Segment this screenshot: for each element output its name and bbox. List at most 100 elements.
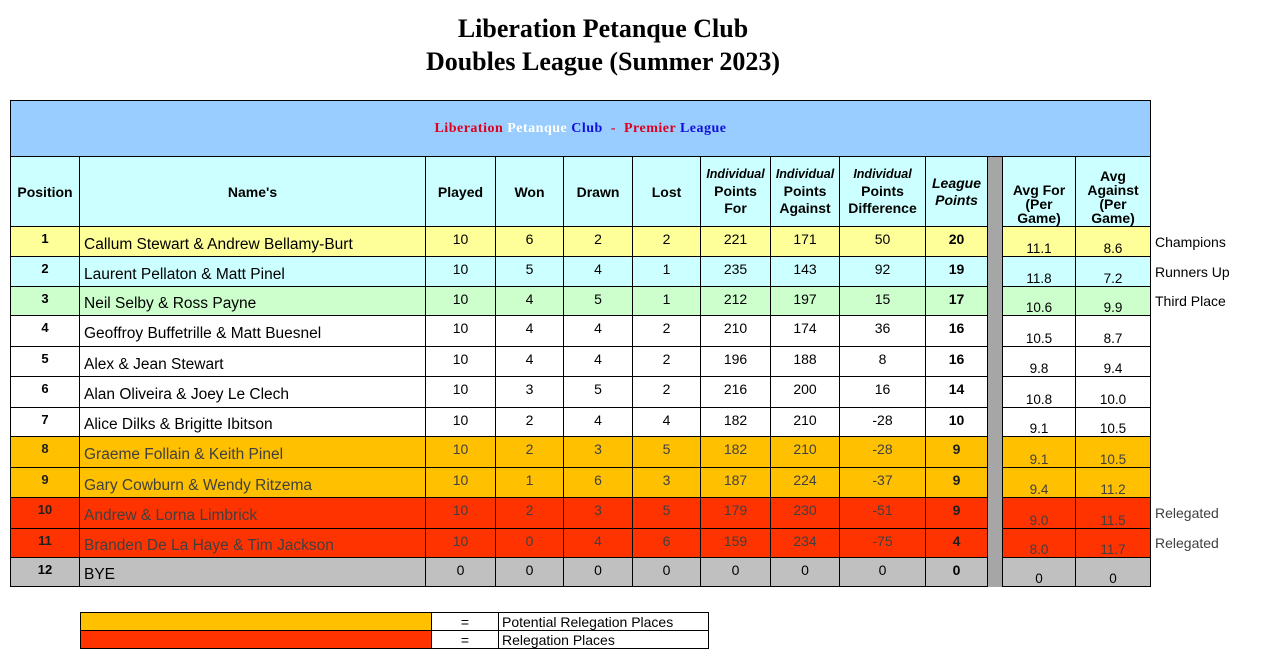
- status-note: [1150, 346, 1241, 377]
- drawn-cell: 4: [563, 346, 633, 377]
- league-points-cell: 20: [925, 226, 988, 257]
- separator-cell: [987, 557, 1003, 587]
- table-row: 4 Geoffroy Buffetrille & Matt Buesnel 10 4 4…: [10, 315, 1241, 347]
- league-points-cell: 0: [925, 557, 988, 587]
- points-against-cell: 188: [770, 346, 840, 377]
- header-points-against-bottom: Points Against: [779, 183, 831, 216]
- won-cell: 2: [495, 407, 564, 437]
- name-cell: Branden De La Haye & Tim Jackson: [79, 528, 426, 558]
- legend-row: = Relegation Places: [80, 630, 709, 649]
- league-points-cell: 19: [925, 256, 988, 287]
- status-note: [1150, 467, 1241, 498]
- header-lost: Lost: [632, 156, 701, 227]
- header-row: Position Name's Played Won Drawn Lost In…: [10, 156, 1241, 227]
- page-title-line-1: Liberation Petanque Club: [457, 14, 749, 43]
- played-cell: 10: [425, 497, 496, 529]
- position-cell: 10: [10, 497, 80, 529]
- points-difference-cell: 0: [839, 557, 926, 587]
- played-cell: 10: [425, 226, 496, 257]
- drawn-cell: 4: [563, 256, 633, 287]
- avg-against-cell: 8.6: [1075, 226, 1151, 257]
- header-league-points: League Points: [925, 156, 988, 227]
- name-cell: Geoffroy Buffetrille & Matt Buesnel: [79, 315, 426, 347]
- header-avg-for: Avg For (Per Game): [1002, 156, 1076, 227]
- table-row: 8 Graeme Follain & Keith Pinel 10 2 3 5 182 210…: [10, 436, 1241, 468]
- position-cell: 12: [10, 557, 80, 587]
- league-points-cell: 16: [925, 315, 988, 347]
- avg-for-cell: 9.4: [1002, 467, 1076, 498]
- avg-against-cell: 9.9: [1075, 286, 1151, 316]
- played-cell: 10: [425, 376, 496, 408]
- league-points-cell: 9: [925, 436, 988, 468]
- avg-for-cell: 9.0: [1002, 497, 1076, 529]
- name-cell: Andrew & Lorna Limbrick: [79, 497, 426, 529]
- status-note: Runners Up: [1150, 256, 1241, 287]
- drawn-cell: 6: [563, 467, 633, 498]
- won-cell: 0: [495, 528, 564, 558]
- avg-for-cell: 0: [1002, 557, 1076, 587]
- points-difference-cell: -28: [839, 436, 926, 468]
- won-cell: 2: [495, 436, 564, 468]
- won-cell: 1: [495, 467, 564, 498]
- avg-against-cell: 11.5: [1075, 497, 1151, 529]
- league-points-cell: 10: [925, 407, 988, 437]
- table-row: 10 Andrew & Lorna Limbrick 10 2 3 5 179 230 -51 9…: [10, 497, 1241, 529]
- separator-cell: [987, 528, 1003, 558]
- header-avg-against: Avg Against (Per Game): [1075, 156, 1151, 227]
- table-row: 11 Branden De La Haye & Tim Jackson 10 0 4 6 1…: [10, 528, 1241, 558]
- header-drawn: Drawn: [563, 156, 633, 227]
- legend-swatch-potential-relegation: [80, 612, 432, 631]
- drawn-cell: 5: [563, 376, 633, 408]
- separator-cell: [987, 407, 1003, 437]
- banner-word: Club: [571, 120, 603, 136]
- drawn-cell: 4: [563, 528, 633, 558]
- drawn-cell: 3: [563, 436, 633, 468]
- banner-separator: -: [610, 120, 616, 136]
- avg-for-cell: 9.1: [1002, 436, 1076, 468]
- lost-cell: 2: [632, 376, 701, 408]
- avg-for-cell: 8.0: [1002, 528, 1076, 558]
- header-points-difference-bottom: Points Difference: [848, 183, 917, 216]
- separator-cell: [987, 376, 1003, 408]
- name-cell: BYE: [79, 557, 426, 587]
- drawn-cell: 2: [563, 226, 633, 257]
- blank-cell: [1150, 156, 1241, 227]
- table-row: 2 Laurent Pellaton & Matt Pinel 10 5 4 1 235 14…: [10, 256, 1241, 287]
- status-note: Relegated: [1150, 528, 1241, 558]
- points-difference-cell: 50: [839, 226, 926, 257]
- points-difference-cell: 16: [839, 376, 926, 408]
- lost-cell: 0: [632, 557, 701, 587]
- name-cell: Neil Selby & Ross Payne: [79, 286, 426, 316]
- points-against-cell: 171: [770, 226, 840, 257]
- avg-against-cell: 11.7: [1075, 528, 1151, 558]
- avg-for-cell: 11.1: [1002, 226, 1076, 257]
- points-against-cell: 200: [770, 376, 840, 408]
- lost-cell: 3: [632, 467, 701, 498]
- table-row: 5 Alex & Jean Stewart 10 4 4 2 196 188 8 16 9.8 9.4: [10, 346, 1241, 377]
- points-difference-cell: -37: [839, 467, 926, 498]
- separator-cell: [987, 156, 1003, 227]
- name-cell: Alice Dilks & Brigitte Ibitson: [79, 407, 426, 437]
- points-against-cell: 0: [770, 557, 840, 587]
- avg-against-cell: 7.2: [1075, 256, 1151, 287]
- position-cell: 8: [10, 436, 80, 468]
- won-cell: 3: [495, 376, 564, 408]
- position-cell: 3: [10, 286, 80, 316]
- played-cell: 10: [425, 315, 496, 347]
- banner-word: League: [679, 120, 727, 136]
- avg-against-cell: 8.7: [1075, 315, 1151, 347]
- avg-for-cell: 10.8: [1002, 376, 1076, 408]
- lost-cell: 2: [632, 226, 701, 257]
- lost-cell: 4: [632, 407, 701, 437]
- points-for-cell: 0: [700, 557, 771, 587]
- points-against-cell: 224: [770, 467, 840, 498]
- league-points-cell: 17: [925, 286, 988, 316]
- table-row: 1 Callum Stewart & Andrew Bellamy-Burt 10 6…: [10, 226, 1241, 257]
- header-won: Won: [495, 156, 564, 227]
- points-for-cell: 210: [700, 315, 771, 347]
- separator-cell: [987, 226, 1003, 257]
- league-points-cell: 9: [925, 467, 988, 498]
- avg-for-cell: 11.8: [1002, 256, 1076, 287]
- lost-cell: 1: [632, 256, 701, 287]
- points-for-cell: 216: [700, 376, 771, 408]
